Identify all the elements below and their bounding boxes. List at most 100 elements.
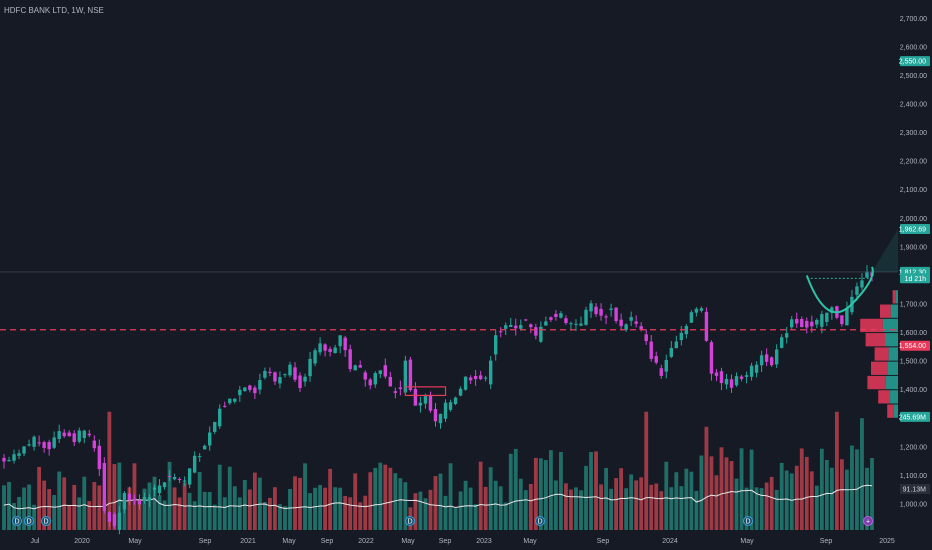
candle-body — [122, 492, 127, 510]
y-tick-label: 2,600.00 — [900, 44, 927, 51]
candle-body — [32, 436, 36, 447]
candle-body — [564, 318, 568, 324]
price-tag-label: 1,812.30 — [899, 269, 926, 276]
volume-bar — [77, 497, 82, 530]
dividend-event-icon[interactable]: D — [535, 516, 545, 526]
candle-body — [724, 379, 729, 385]
candle-body — [142, 497, 147, 501]
candle-body — [107, 512, 112, 522]
price-tag-label: 245.69M — [899, 414, 926, 421]
candle-body — [664, 359, 668, 372]
volume-bar — [2, 485, 6, 530]
volume-bar — [338, 487, 343, 530]
volume-bar — [323, 487, 328, 530]
candle-body — [253, 387, 257, 394]
volume-profile-down — [865, 333, 886, 347]
volume-bar — [273, 487, 277, 530]
volume-bar — [548, 450, 553, 530]
candle-body — [428, 395, 433, 411]
y-tick-label: 1,900.00 — [900, 244, 927, 251]
volume-profile-up — [890, 390, 898, 404]
candle-body — [674, 341, 679, 349]
price-tag — [900, 56, 930, 67]
volume-bar — [328, 468, 333, 530]
event-symbol: + — [866, 519, 870, 526]
candle-body — [218, 408, 222, 427]
candle-body — [644, 334, 648, 342]
volume-bar — [533, 457, 538, 530]
dividend-event-icon[interactable]: D — [405, 516, 415, 526]
candle-body — [659, 368, 663, 376]
candle-body — [92, 440, 97, 449]
dividend-event-icon[interactable]: D — [41, 516, 51, 526]
candle-body — [569, 323, 573, 325]
volume-bar — [634, 480, 639, 530]
y-tick-label: 1,700.00 — [900, 302, 927, 309]
candle-body — [634, 321, 638, 324]
candle-body — [544, 321, 548, 326]
event-symbol: D — [407, 519, 412, 526]
y-tick-label: 2,500.00 — [900, 73, 927, 80]
volume-bar — [358, 502, 363, 530]
volume-bar — [152, 476, 157, 530]
volume-bar — [283, 506, 287, 530]
candle-body — [258, 380, 262, 390]
candle-body — [127, 493, 132, 501]
price-tag — [900, 223, 930, 234]
candle-body — [694, 308, 699, 313]
volume-profile-up — [885, 375, 898, 390]
dividend-event-icon[interactable]: D — [12, 516, 22, 526]
volume-bar — [303, 463, 307, 530]
plus-event-icon[interactable]: + — [863, 516, 873, 526]
volume-bar — [488, 467, 493, 530]
candle-body — [248, 385, 252, 390]
dividend-event-icon[interactable]: D — [24, 516, 34, 526]
volume-bar — [654, 483, 659, 530]
x-tick-label: Sep — [321, 538, 334, 545]
volume-bar — [137, 499, 142, 530]
volume-bar — [513, 448, 518, 530]
volume-bar — [443, 495, 448, 530]
dividend-event-icon[interactable]: D — [743, 516, 753, 526]
volume-bar — [784, 470, 789, 530]
volume-bar — [579, 490, 583, 530]
candle-body — [303, 376, 307, 382]
candle-body — [12, 454, 16, 461]
candle-body — [368, 379, 372, 386]
volume-bar — [554, 480, 558, 530]
volume-bar — [72, 484, 77, 530]
volume-bar — [288, 488, 292, 530]
volume-bar — [363, 495, 368, 530]
candle-body — [192, 455, 197, 473]
candle-body — [378, 370, 383, 375]
volume-bar — [227, 466, 232, 530]
volume-bar — [368, 472, 373, 530]
volume-bar — [619, 468, 624, 530]
volume-bar — [232, 486, 237, 530]
candle-body — [433, 409, 438, 422]
volume-bar — [644, 411, 649, 530]
volume-bar — [589, 452, 593, 530]
candle-body — [293, 367, 297, 380]
volume-bar — [428, 489, 433, 530]
candle-body — [443, 402, 448, 419]
y-tick-label: 2,300.00 — [900, 130, 927, 137]
candle-body — [17, 453, 21, 456]
volume-bar — [493, 480, 498, 530]
event-symbol: D — [43, 519, 48, 526]
volume-bar — [438, 473, 443, 530]
volume-profile-down — [892, 290, 896, 304]
candle-body — [187, 468, 192, 485]
volume-bar — [313, 487, 317, 530]
volume-bar — [52, 495, 57, 530]
candle-body — [534, 327, 538, 336]
candle-body — [493, 335, 498, 355]
volume-bar — [308, 493, 312, 530]
volume-bar — [574, 487, 578, 530]
volume-bar — [47, 489, 52, 530]
volume-bar — [794, 465, 799, 530]
candle-body — [338, 335, 342, 347]
y-tick-label: 2,200.00 — [900, 159, 927, 166]
